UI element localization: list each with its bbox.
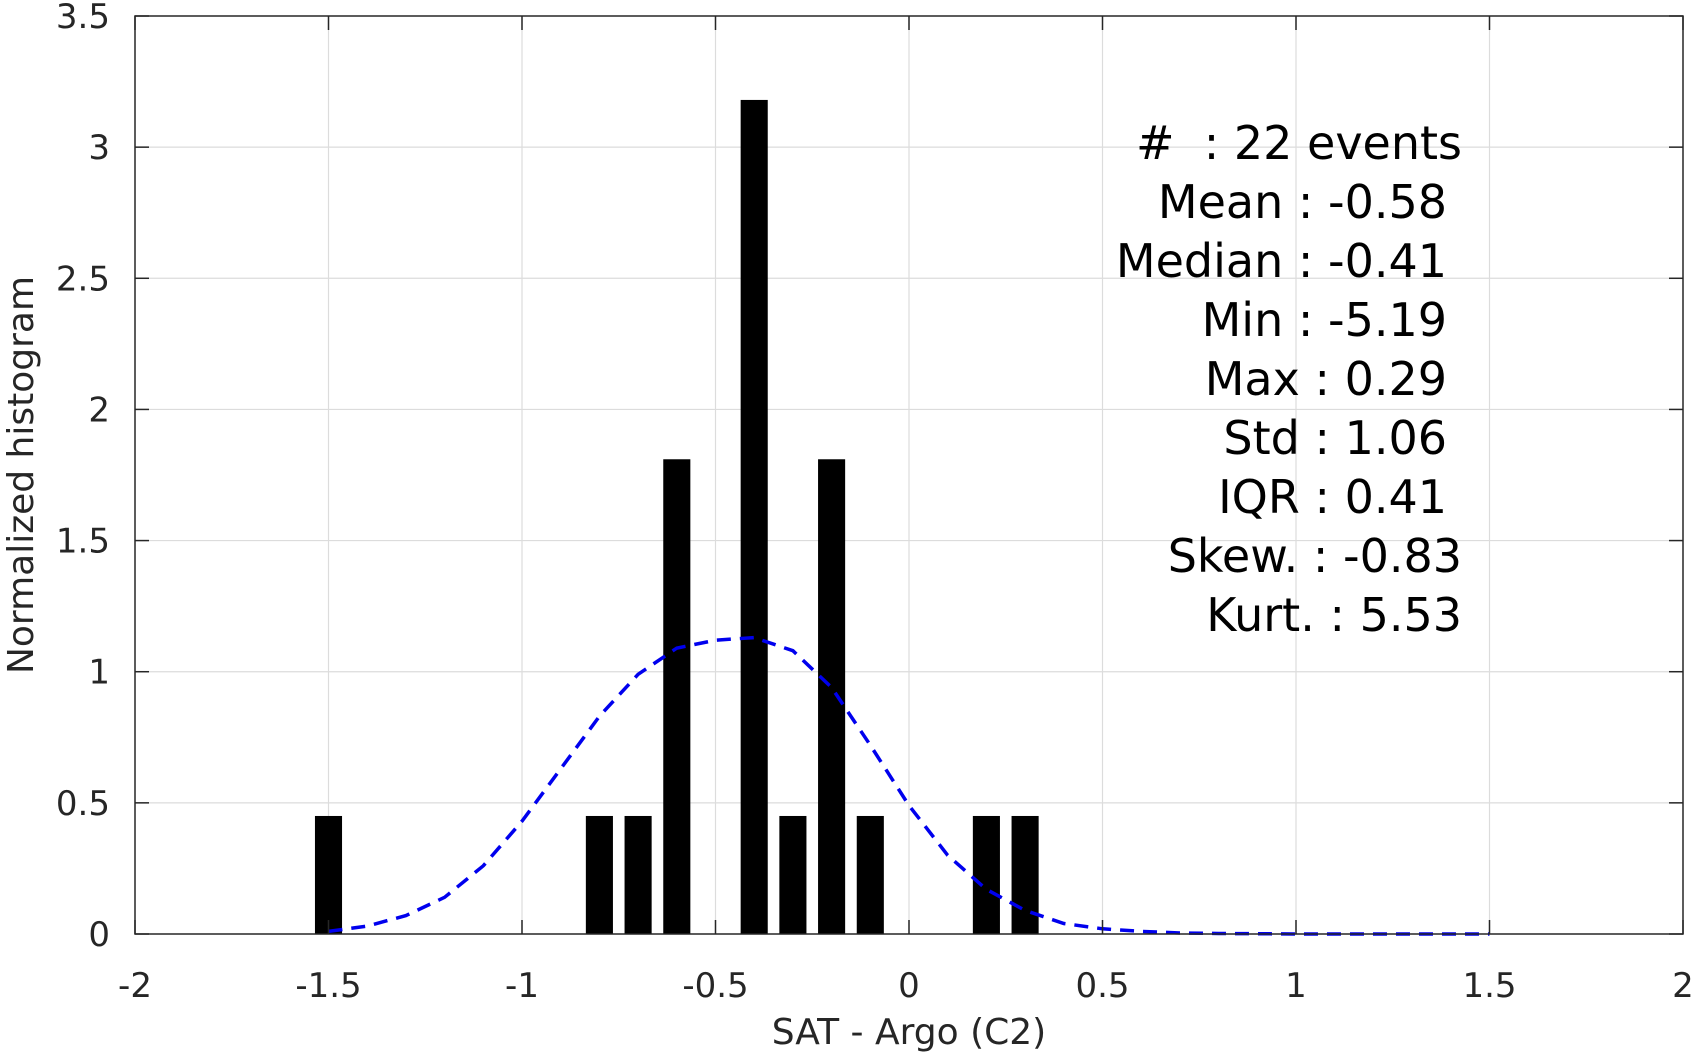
stat-line: Median : -0.41 — [1116, 234, 1447, 288]
histogram-bar — [585, 815, 613, 934]
stat-line: Std : 1.06 — [1223, 411, 1447, 465]
histogram-bars — [314, 99, 1039, 935]
x-tick-label: -0.5 — [682, 966, 748, 1006]
histogram-bar — [779, 815, 807, 934]
x-axis-tick-labels: -2 -1.5 -1 -0.5 0 0.5 1 1.5 2 — [118, 966, 1694, 1006]
stat-line: Kurt. : 5.53 — [1206, 588, 1462, 642]
y-tick-label: 2 — [88, 390, 110, 430]
histogram-bar — [818, 459, 846, 934]
histogram-bar — [856, 815, 884, 934]
histogram-bar — [972, 815, 1000, 934]
y-tick-label: 3 — [88, 128, 110, 168]
x-tick-label: 0 — [898, 966, 920, 1006]
y-tick-label: 1 — [88, 653, 110, 693]
y-tick-label: 0.5 — [56, 784, 110, 824]
x-axis-label: SAT - Argo (C2) — [772, 1012, 1046, 1053]
x-tick-label: -2 — [118, 966, 152, 1006]
x-tick-label: -1.5 — [295, 966, 361, 1006]
x-tick-label: 1 — [1285, 966, 1307, 1006]
histogram-bar — [314, 815, 343, 934]
y-tick-label: 2.5 — [56, 259, 110, 299]
axis-ticks — [134, 15, 1684, 935]
y-axis-tick-labels: 0 0.5 1 1.5 2 2.5 3 3.5 — [56, 0, 110, 955]
histogram-bar — [624, 815, 652, 934]
grid-lines — [135, 16, 1683, 934]
x-tick-label: -1 — [505, 966, 539, 1006]
y-axis-label: Normalized histogram — [1, 276, 42, 674]
stat-line: IQR : 0.41 — [1218, 470, 1447, 524]
stat-line: Min : -5.19 — [1202, 293, 1447, 347]
x-tick-label: 2 — [1672, 966, 1694, 1006]
histogram-bar — [740, 99, 768, 935]
y-tick-label: 3.5 — [56, 0, 110, 37]
stat-line: Max : 0.29 — [1205, 352, 1447, 406]
stat-line: Skew. : -0.83 — [1168, 529, 1462, 583]
x-tick-label: 0.5 — [1075, 966, 1129, 1006]
y-tick-label: 0 — [88, 915, 110, 955]
normal-fit-curve — [328, 635, 1490, 936]
x-tick-label: 1.5 — [1462, 966, 1516, 1006]
stat-line: # : 22 events — [1136, 116, 1462, 170]
y-tick-label: 1.5 — [56, 522, 110, 562]
histogram-bar — [1011, 815, 1039, 934]
histogram-bar — [663, 459, 691, 934]
stat-line: Mean : -0.58 — [1158, 175, 1447, 229]
